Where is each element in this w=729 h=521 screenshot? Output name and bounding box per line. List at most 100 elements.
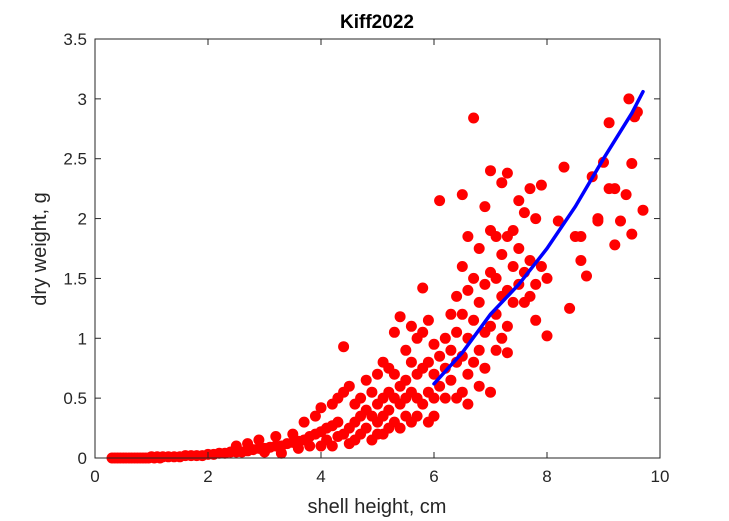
data-point-80 [360,374,372,386]
data-point-197 [530,314,542,326]
axes: 0 2 4 6 8 10 0 0.5 1 1.5 2 2.5 3 3.5 [63,30,669,486]
y-tick-label-0: 0 [78,449,87,468]
data-point-77 [355,392,367,404]
data-point-157 [473,243,485,254]
data-point-217 [626,158,638,169]
data-point-175 [496,249,508,260]
data-point-62 [315,402,327,414]
data-point-123 [422,356,434,368]
data-point-198 [535,179,547,191]
data-point-160 [473,380,485,392]
data-point-127 [428,368,440,380]
data-point-133 [439,332,451,344]
data-point-186 [513,195,525,207]
data-point-71 [343,380,355,392]
data-point-96 [383,404,395,416]
data-point-54 [270,431,282,442]
data-point-130 [434,195,446,207]
data-point-164 [479,362,491,374]
data-point-158 [473,296,485,308]
data-point-218 [626,228,638,240]
data-point-221 [637,204,649,216]
data-point-161 [479,201,491,213]
data-point-215 [620,189,632,201]
x-axis-label: shell height, cm [308,496,447,518]
data-point-203 [558,161,570,173]
x-tick-label-1: 2 [203,467,212,486]
data-marks [106,89,649,464]
y-axis-label: dry weight, g [29,192,51,305]
data-point-105 [394,422,406,434]
data-point-152 [462,398,474,410]
data-point-204 [564,302,576,314]
data-point-196 [530,278,542,290]
axes-box [94,38,661,459]
data-point-182 [501,347,513,359]
data-point-165 [485,165,496,177]
y-tick-label-5: 2.5 [63,150,87,169]
data-point-70 [338,341,350,353]
data-point-129 [428,410,440,422]
data-point-107 [400,374,412,386]
data-point-135 [439,392,451,404]
data-point-145 [456,308,468,320]
data-point-149 [462,284,474,296]
data-point-98 [388,326,400,338]
data-point-118 [417,282,429,294]
data-point-122 [422,314,434,326]
data-point-131 [434,350,446,362]
data-point-162 [479,278,491,290]
data-point-56 [287,428,299,440]
data-point-155 [468,314,480,326]
data-point-189 [518,207,530,219]
data-point-126 [428,338,440,350]
data-point-51 [242,438,254,450]
data-point-206 [575,255,587,266]
data-point-153 [468,112,480,124]
fit-curve [432,89,645,386]
data-point-52 [253,434,265,446]
data-point-178 [501,167,513,179]
data-point-147 [456,386,468,398]
data-point-211 [603,117,615,129]
data-point-60 [309,410,321,422]
data-point-187 [513,243,525,254]
data-point-207 [581,270,592,282]
y-tick-label-6: 3 [78,90,87,109]
data-point-148 [462,231,474,242]
data-point-137 [445,344,457,356]
y-tick-label-1: 0.5 [63,389,87,408]
data-point-53 [259,446,270,458]
data-point-83 [366,386,378,398]
data-point-82 [360,422,372,434]
data-point-86 [372,368,383,380]
data-point-156 [468,356,480,368]
y-tick-label-7: 3.5 [63,30,87,49]
data-point-168 [485,320,496,332]
data-point-106 [400,344,412,356]
data-point-55 [275,447,287,459]
data-point-121 [417,398,429,410]
plot-area [95,39,660,458]
data-point-174 [496,177,508,189]
data-point-214 [615,215,626,227]
data-point-99 [388,368,400,380]
data-point-57 [292,442,304,454]
x-tick-label-5: 10 [651,467,670,486]
data-point-139 [451,290,463,302]
data-point-136 [445,308,457,320]
data-point-202 [552,215,564,227]
data-point-193 [524,255,536,266]
x-tick-label-0: 0 [90,467,99,486]
data-point-201 [541,272,553,284]
data-point-184 [507,261,519,272]
data-point-119 [417,326,429,338]
x-tick-label-3: 6 [429,467,438,486]
data-point-59 [304,440,316,452]
data-point-128 [428,392,440,404]
chart-title: Kiff2022 [340,12,414,33]
y-tick-label-4: 2 [78,210,87,229]
data-point-199 [535,261,547,272]
data-point-169 [485,386,496,398]
data-point-194 [524,290,536,302]
